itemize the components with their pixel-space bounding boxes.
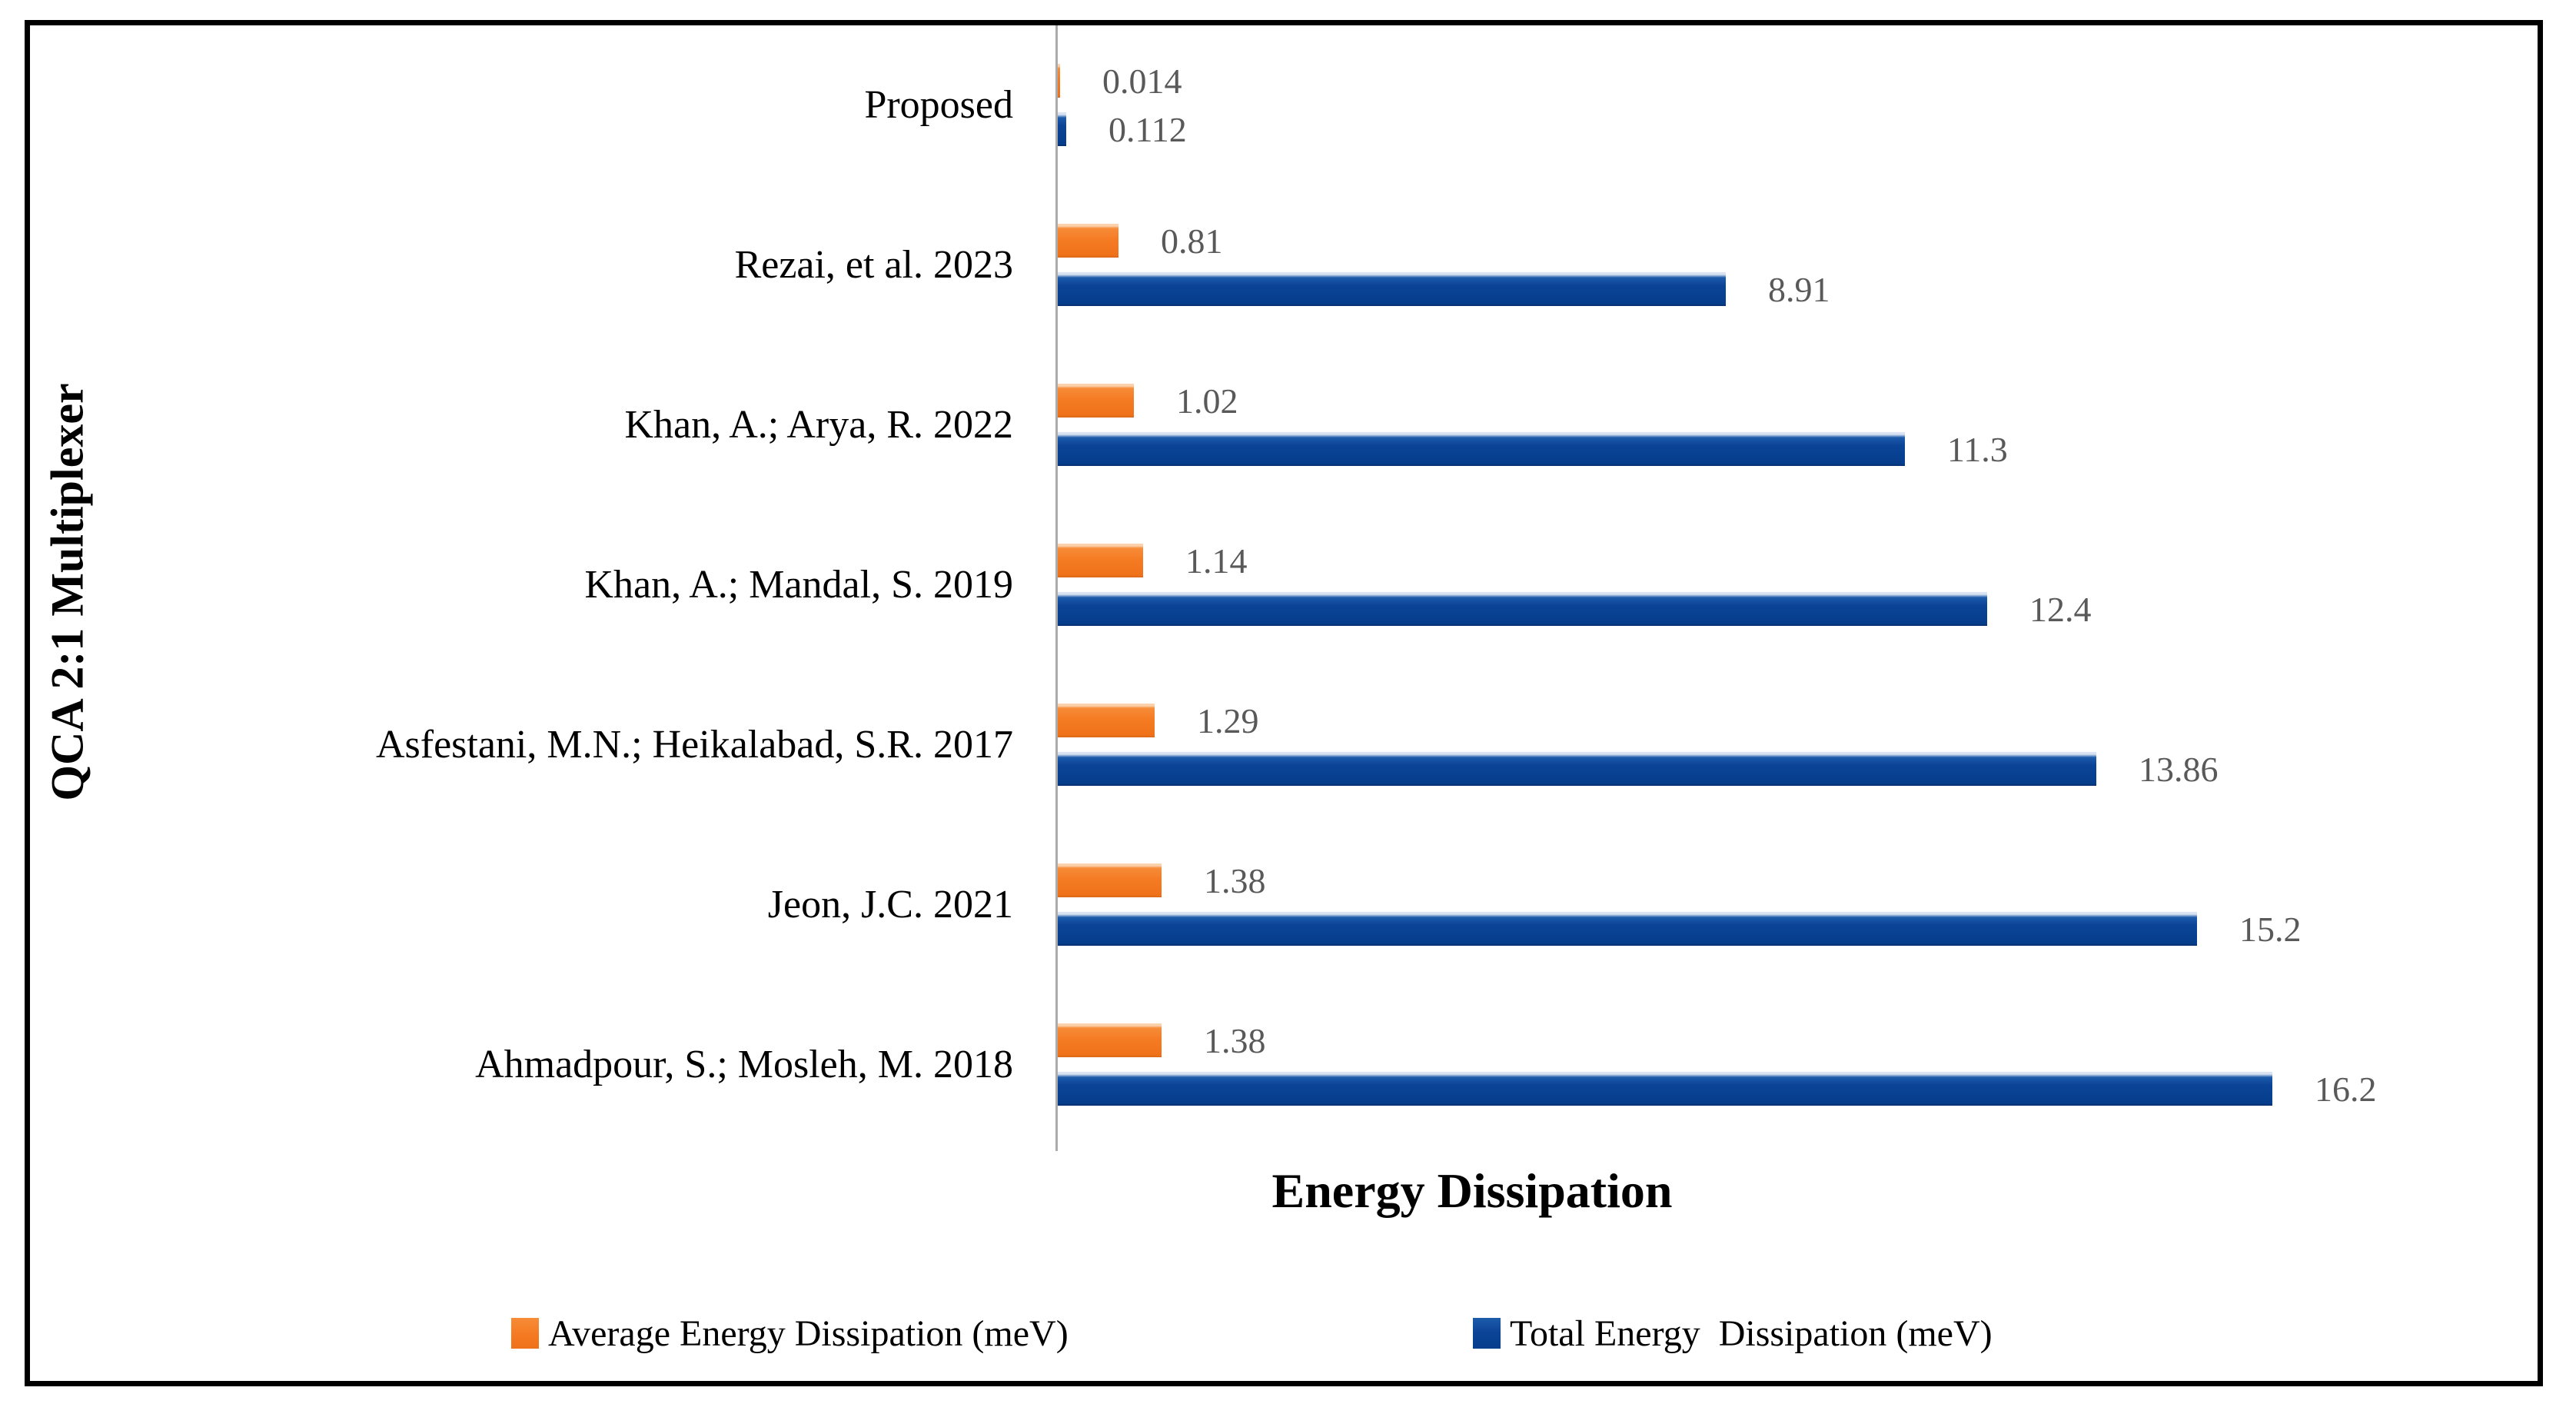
category-label: Jeon, J.C. 2021: [767, 882, 1013, 927]
bar-total-4: [1058, 752, 2096, 786]
category-label: Rezai, et al. 2023: [734, 242, 1013, 287]
bar-average-0: [1058, 64, 1060, 98]
bar-total-5: [1058, 912, 2197, 946]
bar-total-6: [1058, 1072, 2272, 1106]
legend-swatch-average-icon: [511, 1318, 539, 1349]
category-label: Asfestani, M.N.; Heikalabad, S.R. 2017: [375, 722, 1013, 767]
legend-item-total: Total Energy Dissipation (meV): [1473, 1312, 1993, 1355]
category-label: Khan, A.; Arya, R. 2022: [624, 402, 1013, 447]
bar-total-0: [1058, 112, 1066, 146]
value-label-total-0: 0.112: [1109, 109, 1187, 149]
bar-average-5: [1058, 863, 1162, 897]
value-label-total-4: 13.86: [2139, 749, 2219, 789]
bar-total-1: [1058, 272, 1726, 306]
legend-label-average: Average Energy Dissipation (meV): [548, 1313, 1069, 1354]
value-label-total-3: 12.4: [2029, 589, 2092, 629]
legend-item-average: Average Energy Dissipation (meV): [511, 1312, 1069, 1355]
bar-average-2: [1058, 384, 1134, 418]
value-label-total-1: 8.91: [1768, 269, 1830, 309]
value-label-total-6: 16.2: [2315, 1069, 2377, 1109]
bar-average-6: [1058, 1023, 1162, 1057]
bar-total-2: [1058, 432, 1905, 466]
bar-average-4: [1058, 704, 1155, 737]
value-label-average-2: 1.02: [1176, 381, 1238, 421]
category-label: Ahmadpour, S.; Mosleh, M. 2018: [475, 1042, 1013, 1086]
value-label-total-2: 11.3: [1947, 429, 2008, 469]
x-axis-title: Energy Dissipation: [1271, 1163, 1673, 1218]
value-label-average-1: 0.81: [1161, 221, 1223, 261]
category-label: Proposed: [864, 82, 1013, 127]
bar-average-3: [1058, 544, 1143, 577]
value-label-total-5: 15.2: [2239, 909, 2302, 949]
chart-frame: [25, 20, 2543, 1386]
value-label-average-5: 1.38: [1204, 860, 1266, 900]
value-label-average-4: 1.29: [1197, 700, 1259, 740]
bar-average-1: [1058, 224, 1118, 258]
value-axis-line: [1055, 25, 1058, 1151]
value-label-average-0: 0.014: [1102, 61, 1182, 101]
legend-label-total: Total Energy Dissipation (meV): [1510, 1313, 1993, 1354]
legend-swatch-total-icon: [1473, 1318, 1501, 1349]
bar-total-3: [1058, 592, 1987, 626]
value-label-average-6: 1.38: [1204, 1020, 1266, 1060]
value-label-average-3: 1.14: [1185, 541, 1248, 581]
category-label: Khan, A.; Mandal, S. 2019: [584, 562, 1013, 607]
